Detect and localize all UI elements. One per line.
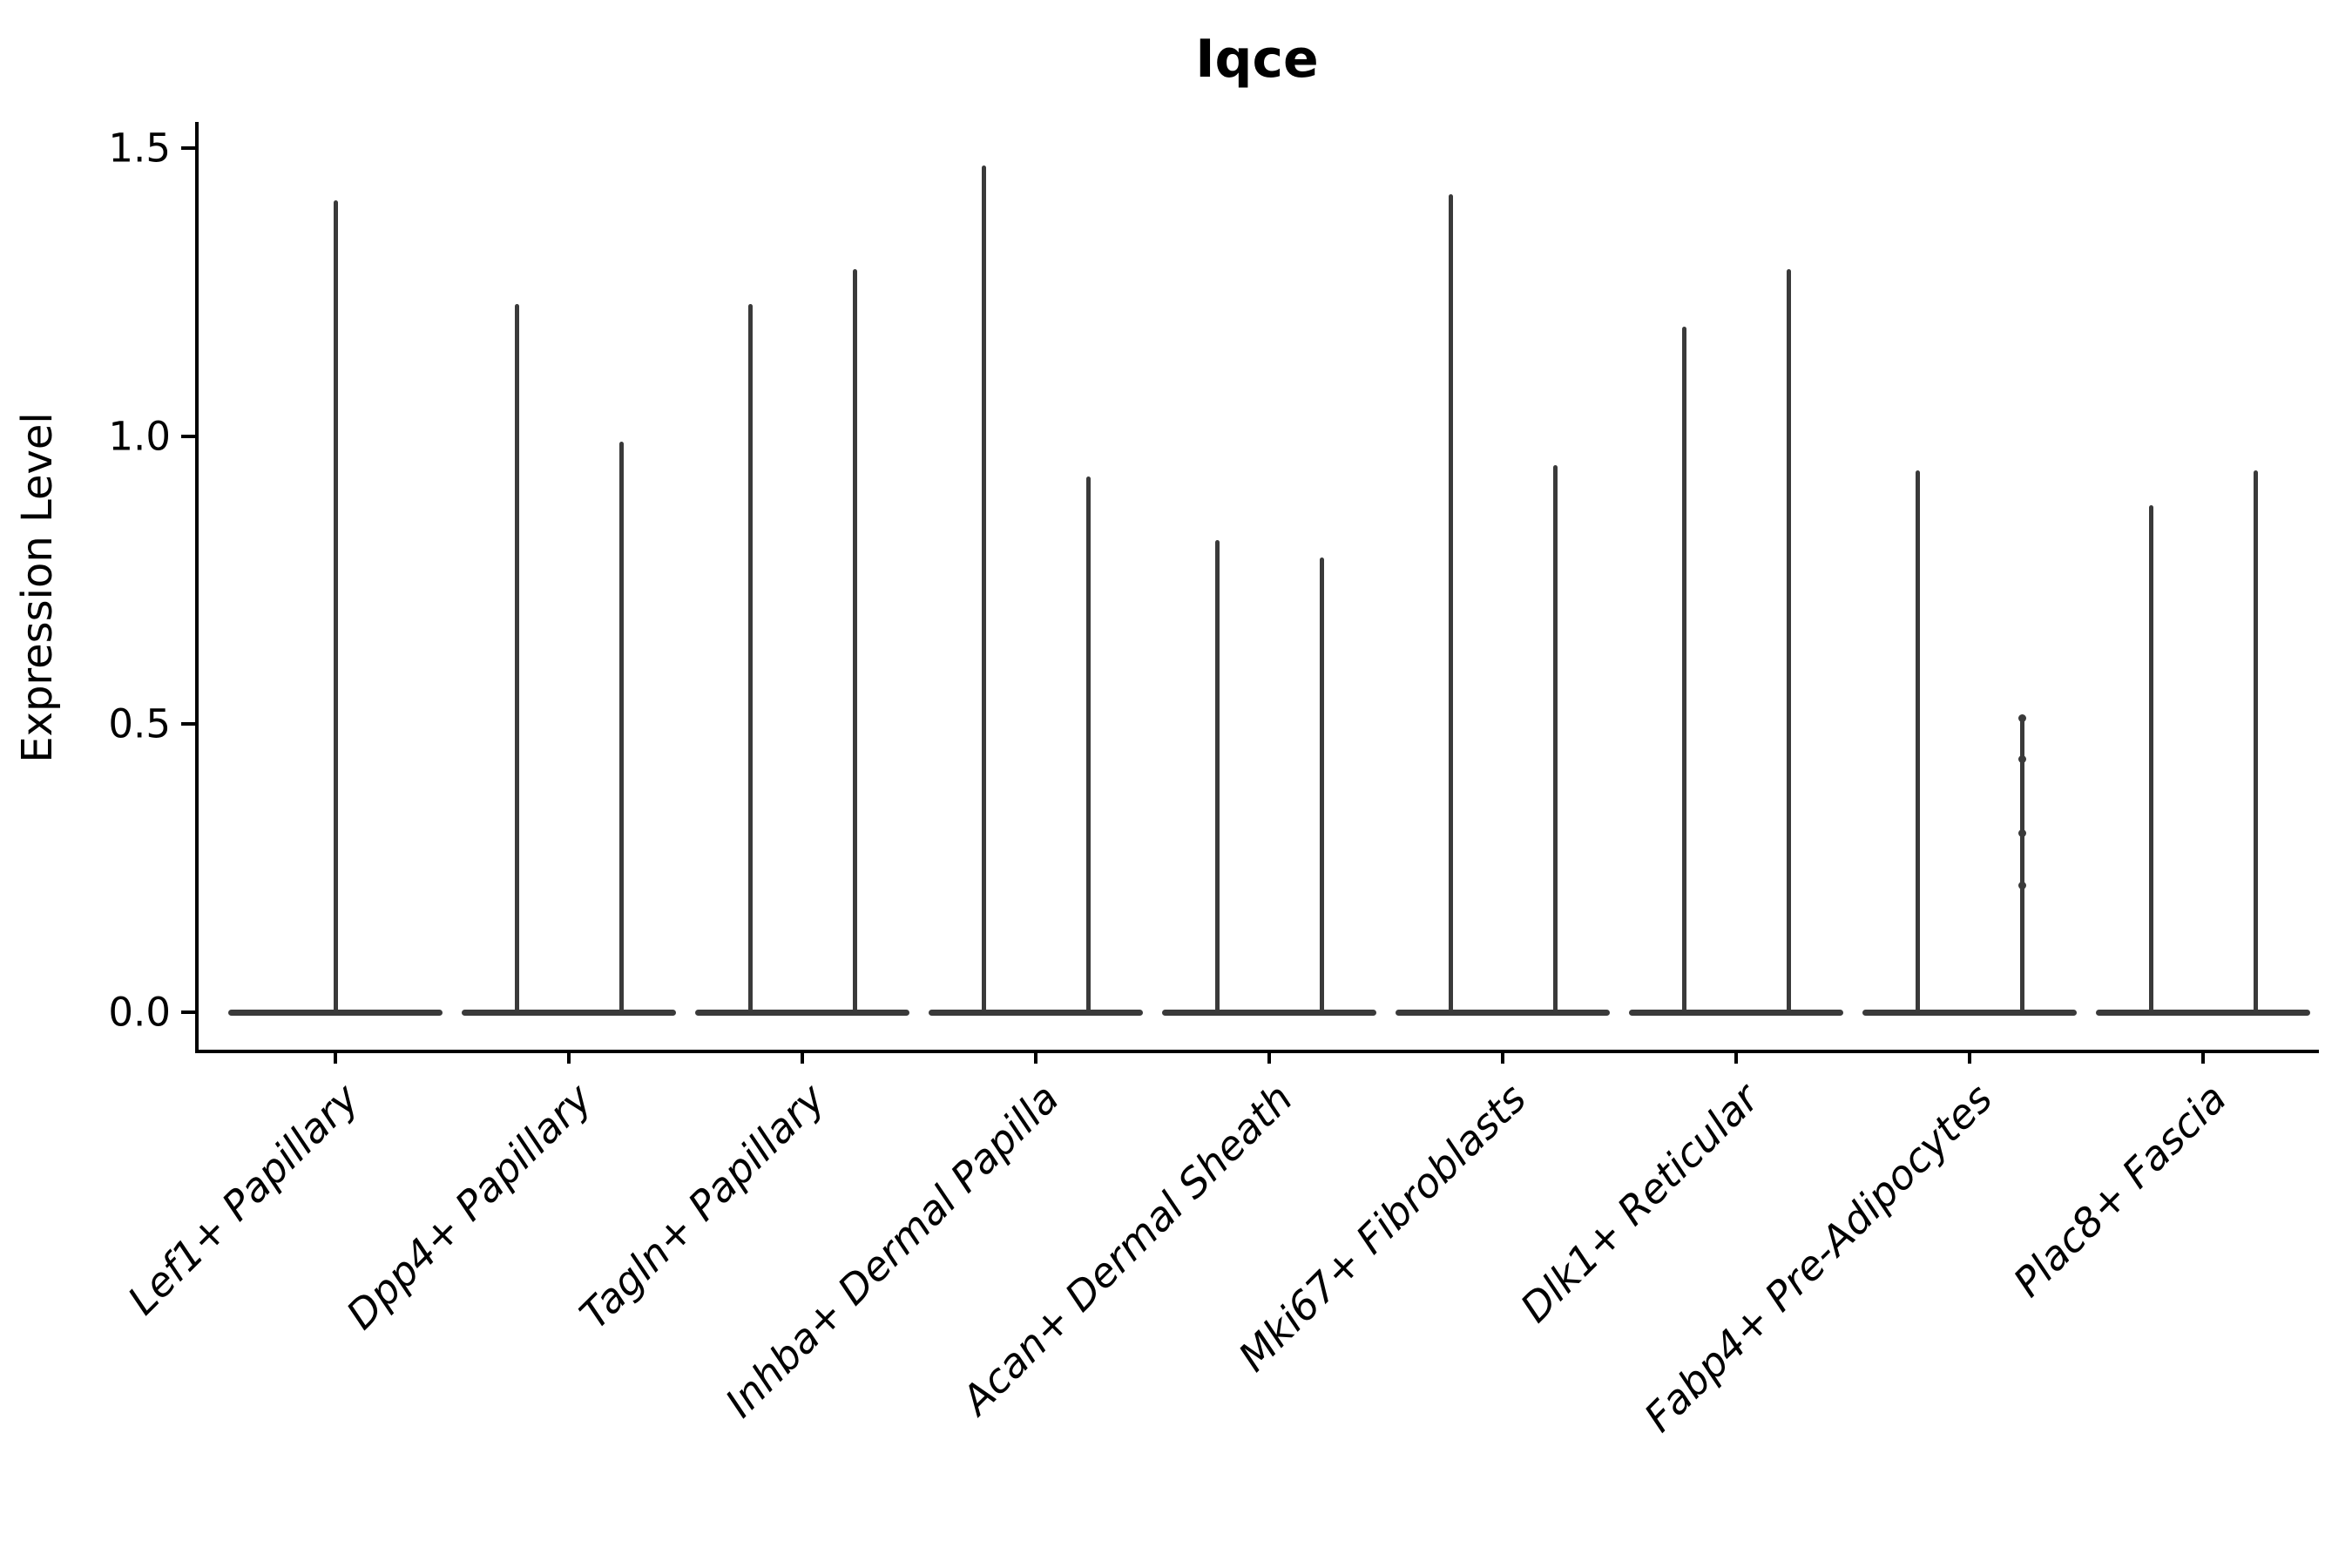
violin-spike — [1319, 557, 1324, 1015]
violin-spike — [1214, 539, 1220, 1015]
violin-spike — [981, 165, 986, 1015]
x-tick-mark — [567, 1050, 571, 1064]
violin-spike — [514, 303, 519, 1015]
x-tick-mark — [1267, 1050, 1271, 1064]
x-tick-label: Plac8+ Fascia — [2004, 1074, 2235, 1306]
x-tick-mark — [801, 1050, 804, 1064]
violin-base — [462, 1010, 676, 1016]
x-tick-mark — [1501, 1050, 1504, 1064]
jitter-point — [2017, 754, 2026, 763]
x-tick-label: Dpp4+ Papillary — [337, 1074, 601, 1339]
violin-spike — [333, 199, 338, 1015]
y-tick-mark — [181, 434, 199, 438]
violin-base — [1396, 1010, 1610, 1016]
chart-title: Iqce — [1195, 29, 1319, 90]
x-tick-mark — [1034, 1050, 1037, 1064]
x-tick-label: Dlk1+ Reticular — [1511, 1074, 1768, 1332]
violin-spike — [1681, 327, 1686, 1015]
violin-base — [1629, 1010, 1843, 1016]
violin-spike — [852, 268, 857, 1015]
violin-base — [1862, 1010, 2077, 1016]
x-tick-mark — [1968, 1050, 1971, 1064]
y-axis-label: Expression Level — [13, 412, 62, 763]
violin-base — [1162, 1010, 1376, 1016]
violin-base — [2096, 1010, 2310, 1016]
y-tick-label: 0.0 — [108, 989, 171, 1036]
violin-spike — [1085, 476, 1091, 1015]
y-tick-label: 0.5 — [108, 700, 171, 747]
violin-spike — [747, 303, 753, 1015]
y-tick-mark — [181, 146, 199, 150]
violin-base — [929, 1010, 1143, 1016]
jitter-point — [2017, 829, 2026, 838]
x-tick-label: Tagln+ Papillary — [571, 1074, 835, 1338]
y-tick-mark — [181, 1010, 199, 1014]
x-tick-mark — [334, 1050, 337, 1064]
x-tick-mark — [1734, 1050, 1738, 1064]
x-tick-mark — [2201, 1050, 2205, 1064]
violin-spike — [2253, 470, 2258, 1015]
violin-spike — [2148, 505, 2153, 1015]
violin-spike — [1552, 464, 1558, 1015]
violin-spike — [1915, 470, 1920, 1015]
violin-spike — [2019, 718, 2024, 1015]
y-tick-label: 1.0 — [108, 413, 171, 460]
x-tick-label: Lef1+ Papillary — [118, 1074, 368, 1324]
y-tick-label: 1.5 — [108, 125, 171, 172]
y-tick-mark — [181, 722, 199, 727]
violin-spike — [1786, 268, 1791, 1015]
jitter-point — [2017, 714, 2026, 723]
violin-spike — [618, 442, 624, 1015]
plot-area: 0.0 0.5 1.0 1.5 Lef1+ Papillary Dpp4+ Papilla… — [108, 122, 2319, 1441]
violin-spike — [1448, 193, 1453, 1015]
jitter-point — [2017, 882, 2026, 889]
violin-base — [695, 1010, 909, 1016]
